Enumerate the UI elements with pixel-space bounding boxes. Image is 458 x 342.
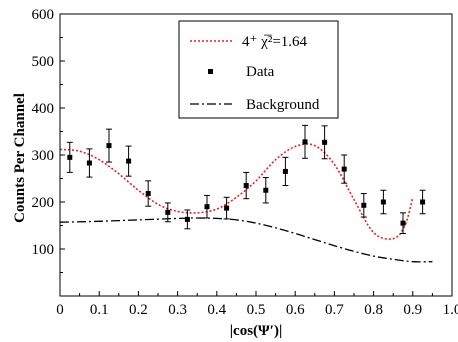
legend-label-fit: 4⁺ χ̅²=1.64 <box>242 34 308 50</box>
x-tick-label: 0.2 <box>129 302 148 318</box>
data-point <box>106 143 112 149</box>
data-point <box>322 139 328 145</box>
x-tick-label: 0.4 <box>207 302 226 318</box>
plot-frame <box>59 13 453 297</box>
y-tick-label: 400 <box>32 101 55 117</box>
data-point <box>145 191 151 197</box>
x-tick-label: 0 <box>56 302 64 318</box>
y-tick-label: 300 <box>32 148 55 164</box>
data-point <box>126 158 132 164</box>
tick-layer: 0 0.1 0.2 0.3 0.4 0.5 0.6 0.7 0.8 0.9 1.0 100 200 300… <box>32 7 458 318</box>
data-point <box>400 220 406 226</box>
data-point <box>86 160 92 166</box>
y-tick-label: 100 <box>32 242 55 258</box>
data-point <box>361 202 367 208</box>
x-tick-label: 0.8 <box>364 302 383 318</box>
x-axis-title: |cos(Ψ′)| <box>230 323 283 339</box>
y-tick-label: 200 <box>32 195 55 211</box>
data-point <box>243 183 249 189</box>
background-series-line <box>59 217 433 263</box>
legend: 4⁺ χ̅²=1.64 Data Background <box>178 20 339 119</box>
plot-area <box>59 124 433 263</box>
y-tick-label: 500 <box>32 54 55 70</box>
data-point <box>165 209 171 215</box>
y-axis-title: Counts Per Channel <box>12 93 28 223</box>
data-point <box>263 187 269 193</box>
y-tick-label: 600 <box>32 7 55 23</box>
data-point <box>380 199 386 205</box>
data-point <box>341 166 347 172</box>
x-tick-label: 0.3 <box>168 302 187 318</box>
data-point <box>67 154 73 160</box>
legend-label-data: Data <box>246 64 275 80</box>
data-point <box>184 216 190 222</box>
legend-box <box>178 20 339 119</box>
legend-label-background: Background <box>246 97 320 113</box>
x-tick-label: 0.5 <box>247 302 266 318</box>
data-point <box>420 199 426 205</box>
legend-swatch-data <box>208 69 213 74</box>
data-point <box>282 168 288 174</box>
x-tick-label: 0.6 <box>286 302 305 318</box>
x-tick-label: 1.0 <box>443 302 458 318</box>
x-tick-label: 0.1 <box>90 302 109 318</box>
data-point <box>302 139 308 145</box>
x-tick-label: 0.9 <box>403 302 422 318</box>
data-point <box>224 205 230 211</box>
data-point <box>204 204 210 210</box>
fit-series-line <box>59 143 414 240</box>
x-tick-label: 0.7 <box>325 302 344 318</box>
